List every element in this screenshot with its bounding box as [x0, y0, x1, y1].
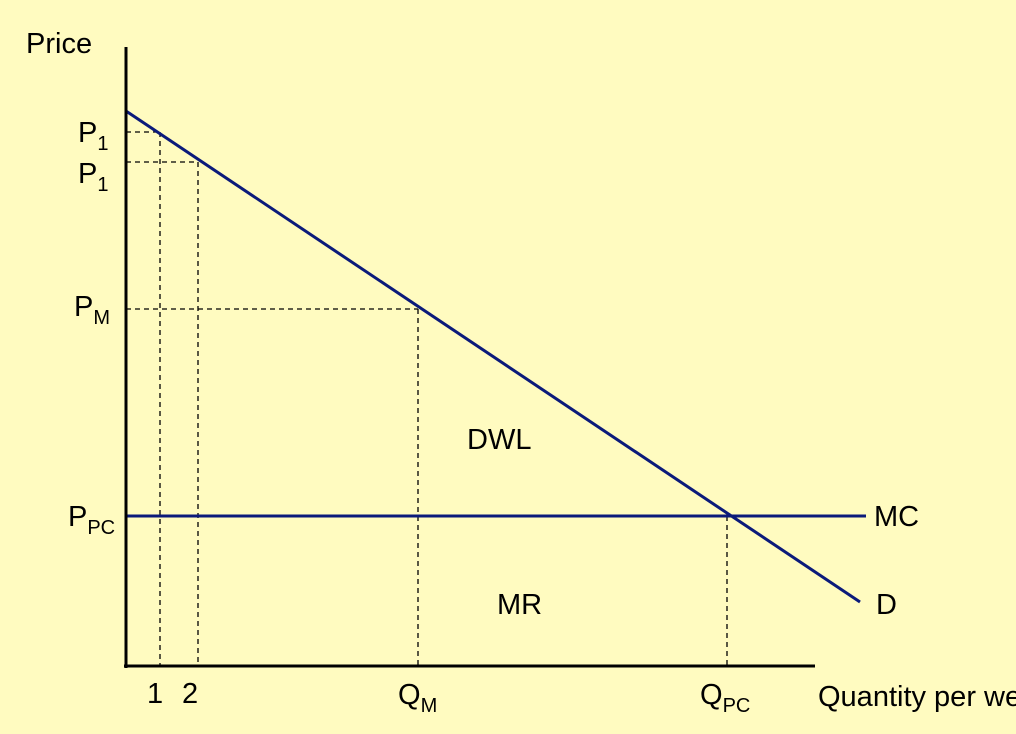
y-axis-label: Price	[26, 28, 92, 60]
mc-label: MC	[874, 501, 919, 533]
x-axis-label: Quantity per week	[818, 681, 1016, 713]
demand-curve	[125, 109, 861, 604]
q2-label: 2	[182, 678, 198, 710]
dwl-label: DWL	[467, 424, 531, 456]
pm-label: PM	[74, 291, 110, 329]
q1-label: 1	[147, 678, 163, 710]
qpc-label: QPC	[700, 679, 750, 717]
p1-top-label: P1	[78, 117, 108, 155]
demand-label: D	[876, 589, 897, 621]
mr-label: MR	[497, 589, 542, 621]
p1-second-label: P1	[78, 158, 108, 196]
ppc-label: PPC	[68, 501, 115, 539]
qm-label: QM	[398, 679, 437, 717]
